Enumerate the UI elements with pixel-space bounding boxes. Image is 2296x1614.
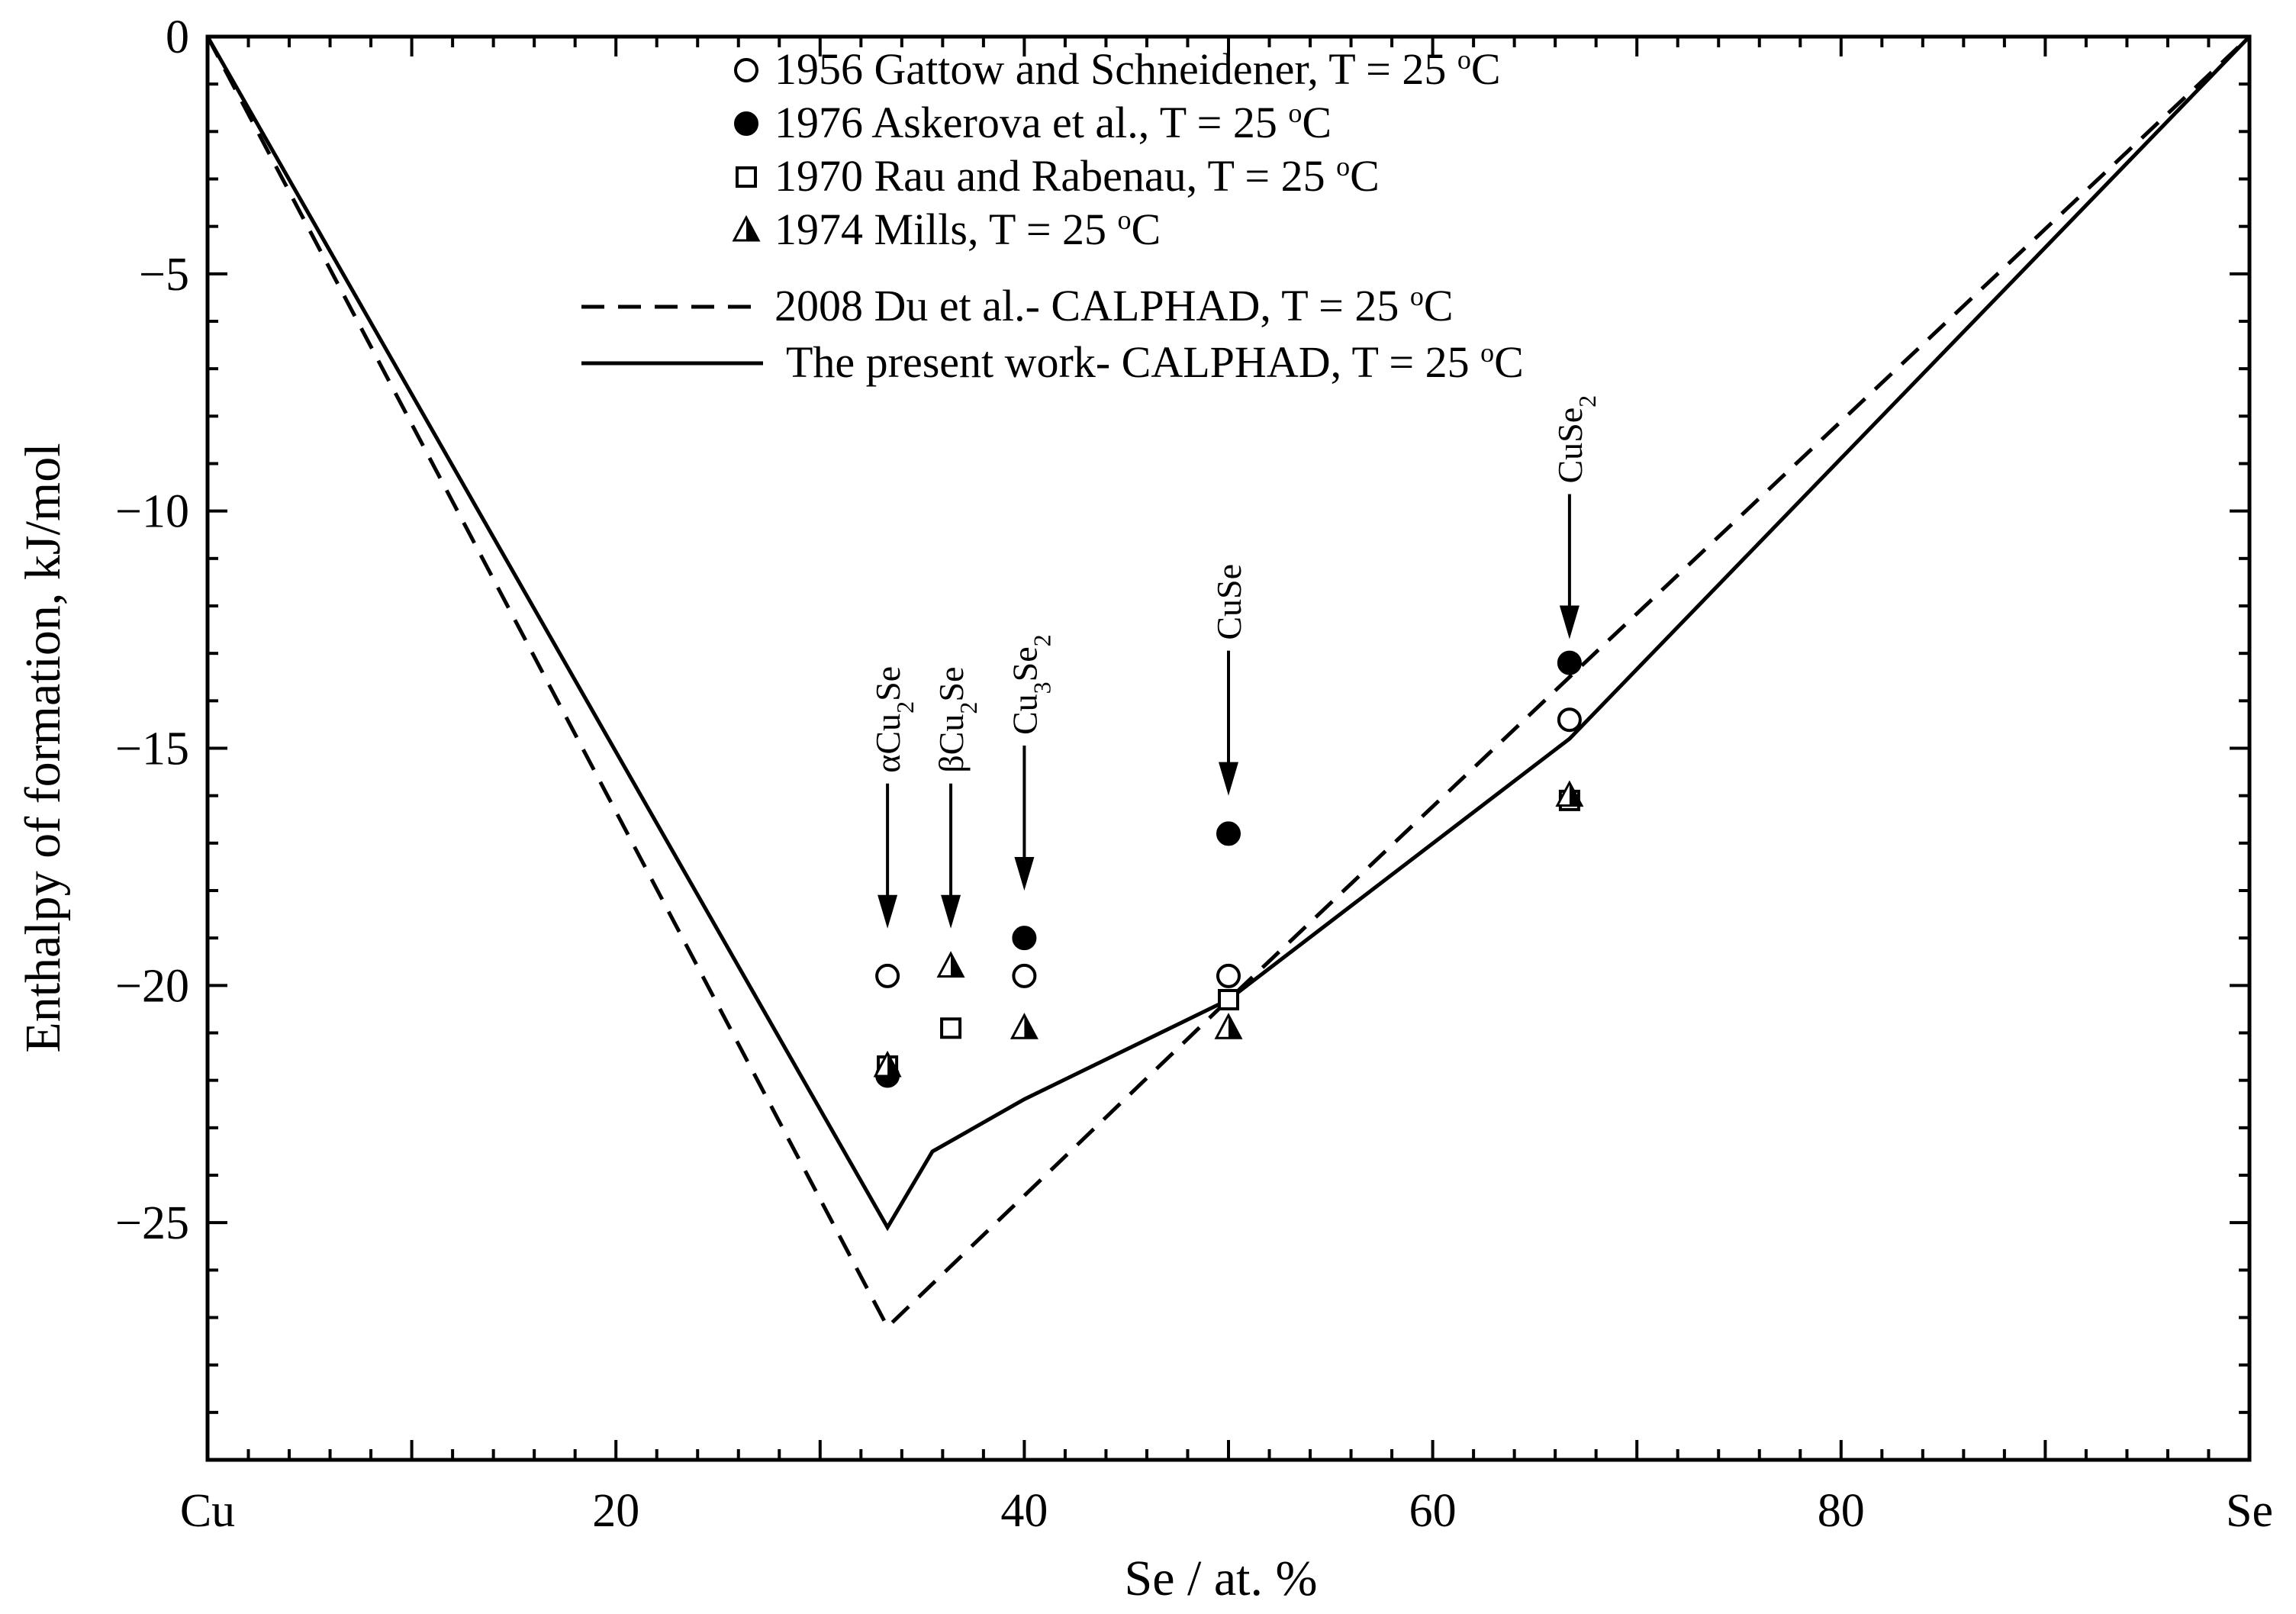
legend-label: 1970 Rau and Rabenau, T = 25 oC <box>774 151 1380 201</box>
legend-marker-filled-circle <box>734 111 758 136</box>
annotation-arrowhead <box>941 894 961 929</box>
y-tick-label: −20 <box>115 960 189 1012</box>
series-lines <box>205 35 2251 1331</box>
marker-open-circle <box>1216 963 1241 988</box>
marker-half-triangle <box>873 1050 902 1078</box>
legend: 1956 Gattow and Schneidener, T = 25 oC19… <box>581 44 1524 387</box>
marker-filled-circle <box>1216 821 1241 846</box>
legend-label: 1974 Mills, T = 25 oC <box>774 205 1161 254</box>
marker-half-triangle <box>1214 1013 1243 1039</box>
marker-half-triangle-fill <box>1569 782 1582 806</box>
marker-open-square <box>1218 988 1239 1010</box>
marker-filled-circle <box>1012 926 1037 951</box>
x-tick-label: 80 <box>1818 1485 1865 1537</box>
legend-marker-open-circle <box>734 58 758 82</box>
y-tick-label: −10 <box>115 486 189 538</box>
legend-label: The present work- CALPHAD, T = 25 oC <box>786 337 1524 387</box>
x-tick-label: 60 <box>1409 1485 1457 1537</box>
series-line-present-work <box>205 35 2251 1232</box>
marker-half-triangle <box>936 951 965 978</box>
series-line-du-2008 <box>205 35 2251 1331</box>
x-tick-label: Se <box>2226 1485 2273 1537</box>
annotation-label: CuSe <box>1209 564 1248 640</box>
marker-open-circle <box>875 963 900 988</box>
series-markers <box>873 650 1584 1088</box>
marker-half-triangle-fill <box>951 953 964 977</box>
marker-half-triangle-fill <box>1229 1015 1241 1039</box>
legend-marker-half-triangle-fill <box>746 217 758 240</box>
legend-label: 2008 Du et al.- CALPHAD, T = 25 oC <box>774 281 1454 330</box>
y-axis-title: Enthalpy of formation, kJ/mol <box>15 443 71 1052</box>
annotation-arrowhead <box>1559 605 1580 639</box>
x-axis-title: Se / at. % <box>1125 1551 1318 1606</box>
annotation-arrowhead <box>1219 762 1238 796</box>
marker-open-circle <box>1012 963 1037 988</box>
marker-half-triangle-fill <box>887 1053 900 1077</box>
y-axis-ticks: 0 −5 −10 −15 −20 −25 <box>115 11 2249 1461</box>
annotation-arrowhead <box>878 894 898 929</box>
marker-filled-circle <box>1557 650 1582 675</box>
marker-half-triangle-fill <box>1024 1015 1037 1039</box>
y-tick-label: −15 <box>115 723 189 775</box>
legend-label: 1956 Gattow and Schneidener, T = 25 oC <box>774 44 1501 94</box>
annotation-label: Cu3Se2 <box>1005 634 1055 735</box>
marker-open-square <box>940 1017 962 1039</box>
annotation-label: CuSe2 <box>1551 395 1601 484</box>
x-axis-ticks: Cu 20 40 60 80 Se <box>180 37 2273 1537</box>
annotation-label: αCu2Se <box>868 666 919 773</box>
annotation-label: βCu2Se <box>932 667 982 773</box>
x-tick-label: 40 <box>1000 1485 1048 1537</box>
legend-marker-open-square <box>736 166 757 188</box>
x-tick-label: 20 <box>592 1485 639 1537</box>
annotation-arrowhead <box>1014 857 1035 891</box>
legend-marker-half-triangle <box>732 214 761 242</box>
y-tick-label: 0 <box>166 11 189 63</box>
x-tick-label: Cu <box>180 1485 235 1537</box>
marker-half-triangle <box>1010 1013 1039 1039</box>
y-tick-label: −5 <box>139 249 189 301</box>
marker-open-circle <box>1557 707 1582 733</box>
y-tick-label: −25 <box>115 1197 189 1249</box>
phase-annotations: αCu2Se βCu2Se Cu3Se2 CuSe CuSe2 <box>868 395 1601 929</box>
legend-label: 1976 Askerova et al., T = 25 oC <box>774 98 1332 147</box>
marker-half-triangle <box>1555 780 1584 807</box>
